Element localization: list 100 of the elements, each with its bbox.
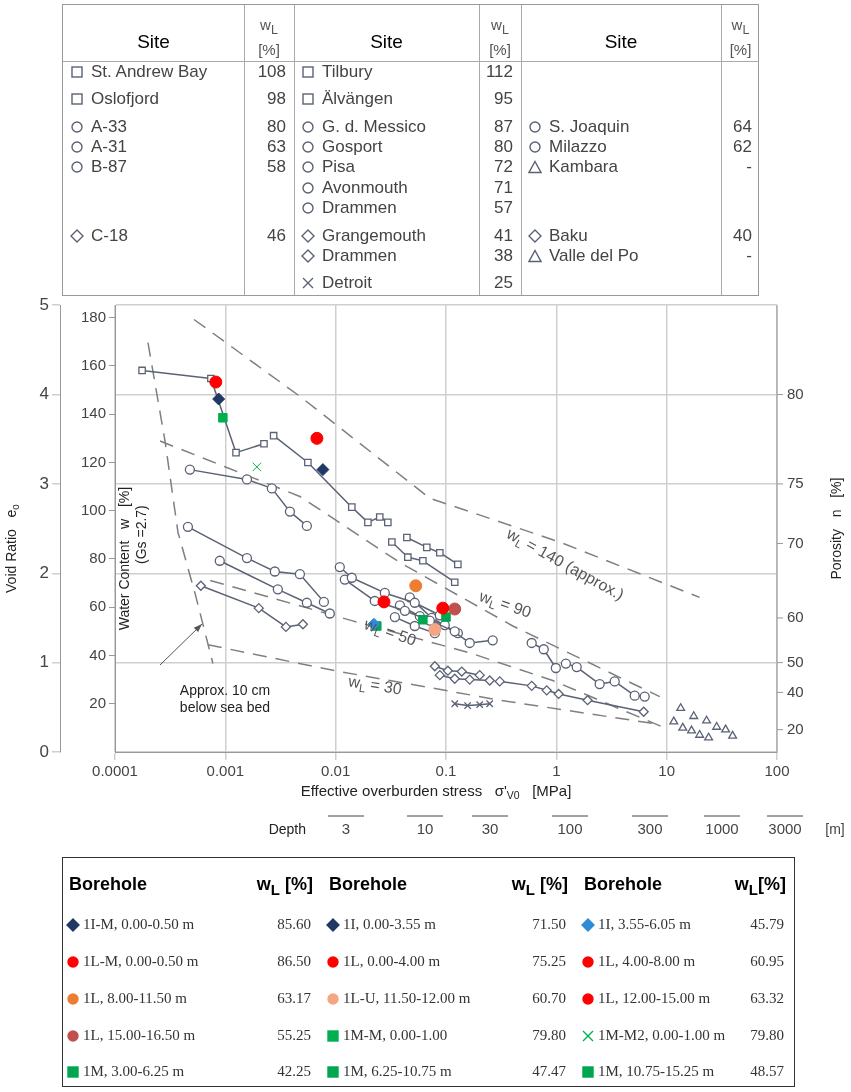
legend-label: Milazzo [549, 137, 607, 157]
legend-label: Älvängen [322, 89, 393, 109]
legend-label: Pisa [322, 157, 356, 177]
y-tick-label: 3 [39, 473, 49, 493]
y2-axis-title: Porosity n [%] [827, 477, 844, 580]
annotation: wL = 50 [361, 614, 419, 649]
legend-label: 1M, 6.25-10.75 m [343, 1063, 452, 1080]
text: w$_{L}$ [%] [256, 874, 313, 898]
text: w$_{L}$ [%] [257, 15, 281, 59]
legend-label: Avonmouth [322, 178, 408, 198]
y-tick-label: 4 [39, 384, 49, 404]
legend-label: C-18 [91, 226, 128, 246]
legend-label: Tilbury [322, 62, 373, 82]
legend-label: G. d. Messico [322, 117, 426, 137]
text: 80 [266, 117, 286, 137]
text: 63.17 [277, 990, 311, 1006]
text: 72 [493, 157, 513, 177]
text: - [745, 157, 752, 177]
legend-label: Grangemouth [322, 226, 426, 246]
text: Borehole [69, 874, 148, 895]
text: w$_{L}$[%] [734, 874, 786, 898]
x2-axis-title: Depth [268, 820, 306, 837]
text: 63 [266, 137, 286, 157]
legend-label: Oslofjord [91, 89, 160, 109]
text: 58 [266, 157, 286, 177]
text: 30 [481, 820, 499, 838]
legend-label: 1M, 3.00-6.25 m [83, 1063, 185, 1080]
annotation: wL = 30 [346, 672, 404, 698]
y3-tick-label: 80 [89, 549, 106, 567]
text: Borehole [329, 874, 408, 895]
text: 46 [266, 226, 286, 246]
text: 48.57 [750, 1063, 784, 1079]
text: w$_{L}$ [%] [728, 15, 753, 59]
text: w$_{L}$ [%] [488, 15, 512, 59]
legend-label: 1M-M2, 0.00-1.00 m [598, 1027, 726, 1044]
text: 47.47 [532, 1063, 566, 1079]
x-tick-label: 0.1 [435, 762, 457, 780]
text: 95 [493, 89, 513, 109]
text: 64 [732, 117, 752, 137]
text: 38 [493, 246, 513, 266]
text: 42.25 [277, 1063, 311, 1079]
text: 100 [557, 820, 583, 838]
text: 62 [732, 137, 752, 157]
text: 80 [493, 137, 513, 157]
text: 79.80 [532, 1027, 566, 1043]
text: 55.25 [277, 1027, 311, 1043]
legend-label: 1M, 10.75-15.25 m [598, 1063, 715, 1080]
legend-label: 1I, 3.55-6.05 m [598, 916, 691, 933]
y3-tick-label: 60 [89, 597, 106, 615]
text: 40 [732, 226, 752, 246]
text: 63.32 [750, 990, 784, 1006]
y3-tick-label: 20 [89, 693, 106, 711]
text: 85.60 [277, 916, 311, 932]
text: 87 [493, 117, 513, 137]
text: 60.70 [532, 990, 566, 1006]
y-tick-label: 5 [39, 294, 49, 314]
text: 25 [493, 273, 513, 293]
text: w$_{L}$ [%] [511, 874, 568, 898]
legend-label: Baku [549, 226, 588, 246]
text: Site [369, 31, 404, 53]
y3-tick-label: 140 [80, 404, 106, 422]
text: 86.50 [277, 953, 311, 969]
text: 3 [341, 820, 351, 838]
legend-label: 1L, 15.00-16.50 m [83, 1027, 196, 1044]
text: [m] [825, 820, 845, 837]
legend-label: Valle del Po [549, 246, 639, 266]
x-tick-label: 0.001 [206, 762, 245, 780]
text: 45.79 [750, 916, 784, 932]
text: 50 [787, 652, 804, 670]
y-tick-label: 1 [39, 652, 49, 672]
annotation: Approx. 10 cm below sea bed [179, 682, 271, 716]
text: 1000 [705, 820, 739, 838]
legend-label: 1M-M, 0.00-1.00 [343, 1027, 448, 1044]
x-tick-label: 0.01 [321, 762, 351, 780]
text: 57 [493, 198, 513, 218]
text: 75.25 [532, 953, 566, 969]
y3-tick-label: 120 [80, 452, 106, 470]
text: - [745, 246, 752, 266]
text: 75 [787, 474, 804, 492]
text: 40 [787, 682, 804, 700]
text: 20 [787, 719, 804, 737]
annotation: wL = 90 [476, 586, 534, 621]
text: 80 [787, 384, 804, 402]
x-tick-label: 10 [658, 762, 676, 780]
legend-label: S. Joaquin [549, 117, 630, 137]
legend-label: Drammen [322, 198, 397, 218]
text: 79.80 [750, 1027, 784, 1043]
text: Borehole [584, 874, 663, 895]
x-tick-label: 100 [764, 762, 790, 780]
y3-tick-label: 180 [80, 307, 106, 325]
legend-label: Gosport [322, 137, 383, 157]
legend-label: Detroit [322, 273, 373, 293]
text: 300 [637, 820, 663, 838]
legend-label: A-31 [91, 137, 127, 157]
y3-axis-title: Water Content w [%] [115, 486, 132, 631]
text: 98 [266, 89, 286, 109]
text: 71.50 [532, 916, 566, 932]
legend-label: A-33 [91, 117, 127, 137]
x-tick-label: 1 [552, 762, 561, 780]
text: 108 [256, 62, 286, 82]
